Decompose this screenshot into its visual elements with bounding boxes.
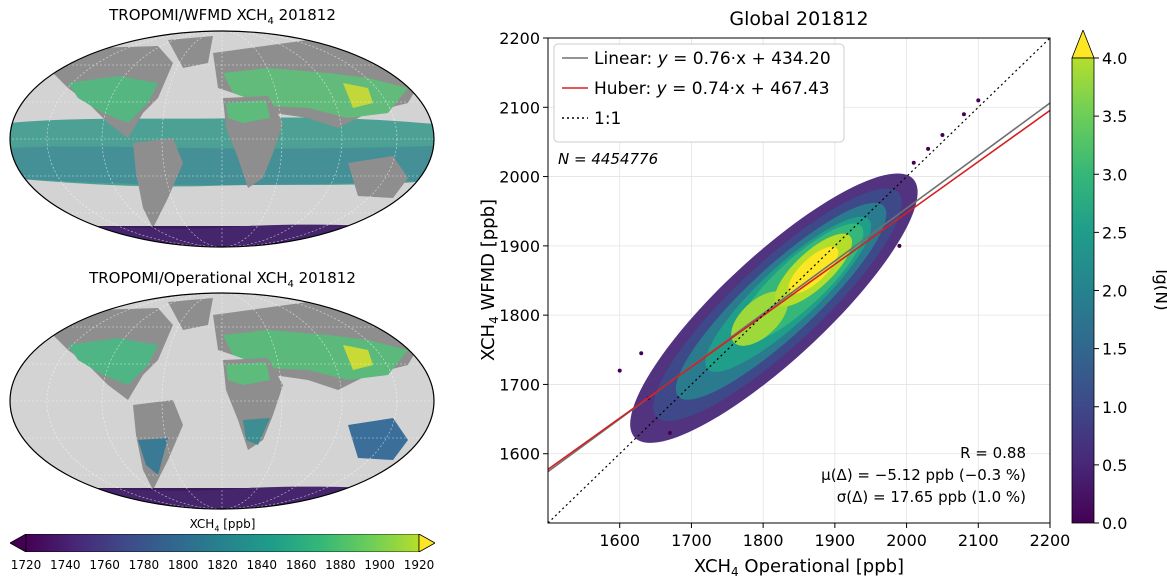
- scatter-point: [617, 368, 622, 373]
- map-colorbar-tick-label: 1800: [167, 558, 199, 572]
- x-tick-label: 1700: [671, 531, 712, 550]
- fit-line-1-1: [548, 38, 1050, 523]
- map-colorbar-tick-label: 1780: [128, 558, 160, 572]
- x-tick-label: 1800: [743, 531, 784, 550]
- map-colorbar-tick-label: 1900: [364, 558, 395, 572]
- colorbar-tick-label: 3.5: [1102, 107, 1127, 126]
- top-map-title-sub: 4: [267, 16, 274, 27]
- top-map-title: TROPOMI/WFMD XCH4 201812: [0, 6, 445, 27]
- scatter-point: [940, 133, 945, 137]
- y-axis-label: XCH4 WFMD [ppb]: [478, 199, 501, 361]
- legend-label: Huber: y = 0.74·x + 467.43: [594, 79, 830, 99]
- bottom-map: [9, 292, 435, 510]
- y-tick-label: 1700: [499, 375, 540, 394]
- y-tick-label: 1900: [499, 237, 540, 256]
- x-tick-label: 2200: [1030, 531, 1070, 550]
- y-tick-label: 2200: [499, 30, 540, 48]
- map-colorbar-label-unit: [ppb]: [219, 517, 256, 531]
- top-map-title-text: TROPOMI/WFMD XCH: [109, 6, 268, 24]
- n-count: N = 4454776: [558, 150, 658, 168]
- legend-label: Linear: y = 0.76·x + 434.20: [594, 49, 831, 69]
- colorbar-tick-label: 1.5: [1102, 340, 1127, 359]
- colorbar-tick-label: 2.5: [1102, 223, 1127, 242]
- legend: Linear: y = 0.76·x + 434.20 Huber: y = 0.…: [553, 43, 845, 143]
- top-map: [9, 30, 435, 248]
- scatter-point: [639, 351, 644, 356]
- map-colorbar-tick-label: 1720: [10, 558, 42, 572]
- map-colorbar-tick-label: 1880: [325, 558, 356, 572]
- y-tick-label: 2000: [499, 168, 540, 187]
- map-colorbar-ticks: 1720 1740 1760 1780 1800 1820 1840 1860 1880 1900…: [0, 558, 445, 574]
- map-colorbar-tick-label: 1860: [285, 558, 317, 572]
- bottom-map-australia: [348, 418, 408, 460]
- stats-block: R = 0.88 μ(Δ) = −5.12 ppb (−0.3 %) σ(Δ) = …: [821, 444, 1026, 506]
- x-tick-label: 2000: [886, 531, 927, 550]
- top-map-greenland: [168, 36, 213, 68]
- x-tick-label: 1600: [599, 531, 640, 550]
- map-colorbar-label-sub: 4: [214, 524, 220, 534]
- scatter-plot: 1600 1700 1800 1900 2000 2100 2200 1600 1700 1800…: [478, 30, 1070, 579]
- colorbar-tick-label: 4.0: [1102, 49, 1127, 68]
- top-map-south-america: [133, 138, 183, 228]
- stat-line: σ(Δ) = 17.65 ppb (1.0 %): [837, 488, 1026, 506]
- bottom-map-title-date: 201812: [293, 269, 356, 287]
- stat-line: μ(Δ) = −5.12 ppb (−0.3 %): [821, 466, 1026, 484]
- map-colorbar-label-text: XCH: [189, 517, 215, 531]
- fit-line-huber: [548, 109, 1050, 471]
- map-colorbar-tick-label: 1840: [246, 558, 278, 572]
- density-colorbar: 0.0 0.5 1.0 1.5 2.0 2.5 3.0 3.5 4.0 lg(N): [1071, 30, 1167, 533]
- scatter-point: [897, 243, 902, 248]
- x-tick-label: 2100: [958, 531, 999, 550]
- map-colorbar-tick-label: 1920: [403, 558, 435, 572]
- bottom-map-title: TROPOMI/Operational XCH4 201812: [0, 269, 445, 290]
- map-colorbar-tick-label: 1740: [50, 558, 81, 572]
- top-map-title-date: 201812: [273, 6, 336, 24]
- bottom-map-title-text: TROPOMI/Operational XCH: [89, 269, 288, 287]
- x-tick-label: 1900: [814, 531, 855, 550]
- legend-label: 1:1: [594, 109, 621, 129]
- y-tick-label: 1600: [499, 445, 540, 464]
- density-blob: [788, 246, 839, 294]
- stat-line: R = 0.88: [960, 444, 1026, 462]
- map-colorbar: [10, 534, 435, 552]
- colorbar-tick-label: 0.5: [1102, 456, 1127, 475]
- scatter-point: [926, 146, 931, 151]
- chart-title: Global 201812: [729, 8, 869, 30]
- y-tick-label: 1800: [499, 306, 540, 325]
- scatter-point: [667, 430, 672, 435]
- map-colorbar-tick-label: 1760: [89, 558, 120, 572]
- bottom-map-title-sub: 4: [287, 279, 294, 290]
- colorbar-tick-label: 0.0: [1102, 514, 1127, 533]
- top-map-australia: [348, 156, 408, 198]
- map-colorbar-label: XCH4 [ppb]: [0, 517, 445, 533]
- density-colorbar-label: lg(N): [1151, 269, 1167, 311]
- colorbar-tick-label: 1.0: [1102, 398, 1127, 417]
- map-colorbar-tick-label: 1820: [207, 558, 238, 572]
- x-axis-label: XCH4 Operational [ppb]: [694, 556, 904, 579]
- scatter-point: [961, 112, 966, 117]
- scatter-point: [911, 160, 916, 165]
- scatter-point: [976, 98, 981, 103]
- y-tick-label: 2100: [499, 98, 540, 117]
- bottom-map-greenland: [168, 298, 213, 330]
- colorbar-tick-label: 3.0: [1102, 165, 1127, 184]
- colorbar-tick-label: 2.0: [1102, 282, 1127, 301]
